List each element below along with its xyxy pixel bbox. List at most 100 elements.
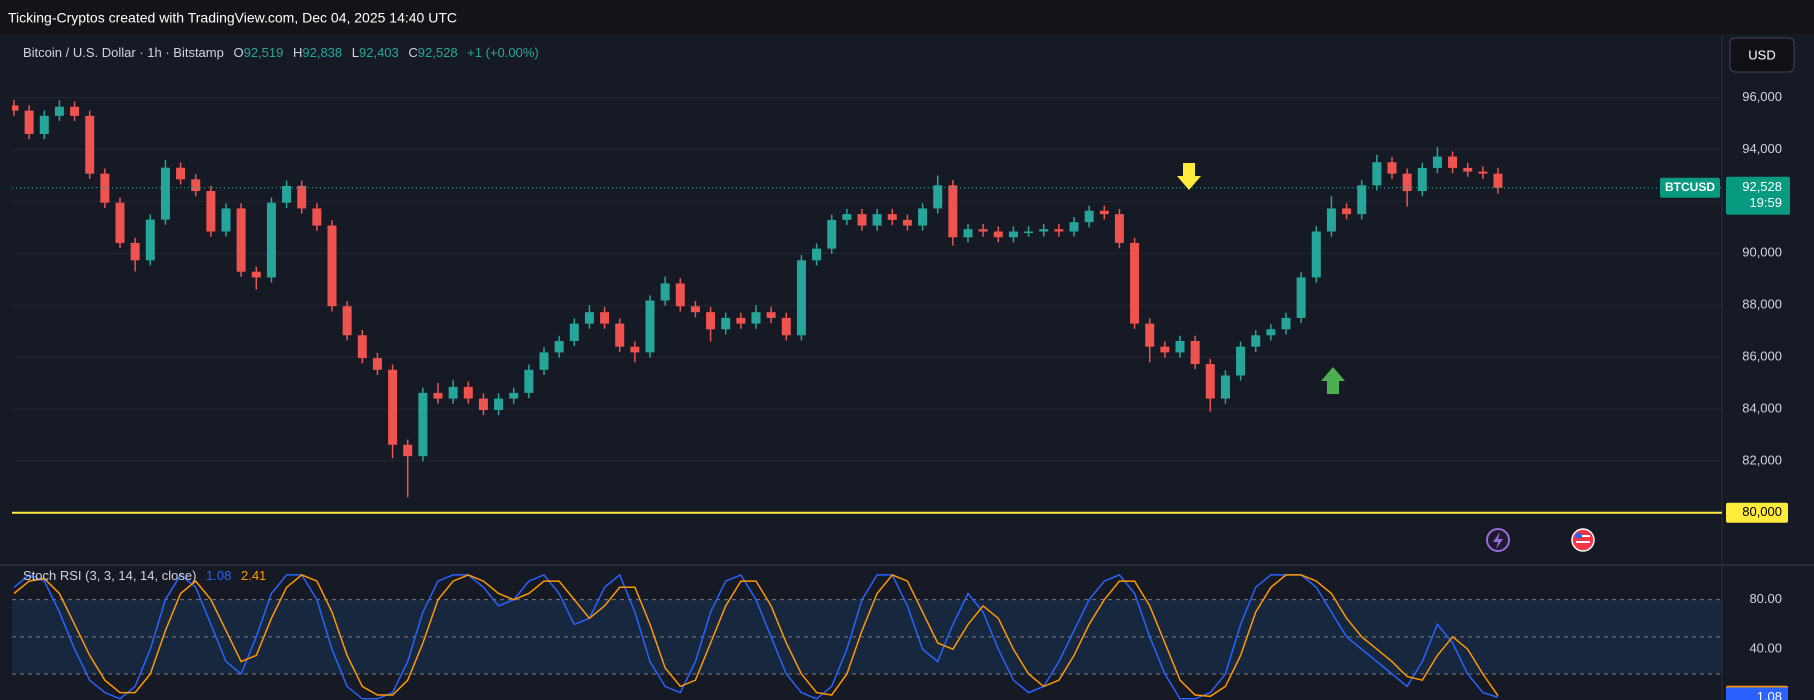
candle-body: [1357, 185, 1367, 215]
candle-body: [1236, 346, 1246, 376]
sell-arrow: [1177, 163, 1201, 190]
currency-button-frame: [1729, 37, 1795, 73]
candle-body: [645, 300, 655, 353]
rsi-k-value: 1.08: [206, 568, 231, 583]
candle-body: [494, 398, 504, 410]
rsi-title: Stoch RSI (3, 3, 14, 14, close): [23, 568, 196, 583]
candle-body: [690, 306, 700, 313]
candle-body: [1402, 173, 1412, 192]
rsi-line: [13, 573, 1499, 698]
candle-body: [796, 260, 806, 336]
candle-body: [24, 110, 34, 134]
y-tick-label: 40.00: [1749, 641, 1782, 656]
candle-body: [115, 202, 125, 243]
candle-body: [524, 369, 534, 393]
legend-symbol: Bitcoin / U.S. Dollar · 1h · Bitstamp: [23, 45, 224, 60]
event-icon[interactable]: [1486, 528, 1510, 552]
countdown: 19:59: [1749, 195, 1782, 210]
rsi-legend: Stoch RSI (3, 3, 14, 14, close) 1.08 2.4…: [23, 568, 266, 583]
candle-body: [1175, 340, 1185, 353]
candle-body: [1145, 323, 1155, 347]
legend-key: H: [293, 45, 302, 60]
flag-stripe: [1576, 541, 1590, 543]
candle-body: [918, 208, 928, 226]
candle-body: [418, 392, 428, 457]
candle-body: [675, 283, 685, 307]
rsi-line: [13, 573, 1499, 700]
candle-body: [251, 271, 261, 278]
legend-key: L: [352, 45, 359, 60]
candle-body: [85, 115, 95, 174]
candle-body: [615, 323, 625, 347]
y-tick-label: 86,000: [1742, 349, 1782, 364]
candle-body: [145, 219, 155, 261]
candle-body: [857, 214, 867, 226]
candle-body: [372, 358, 382, 370]
candle-body: [600, 312, 610, 324]
candle-body: [630, 346, 640, 353]
legend-change: +1 (+0.00%): [467, 45, 539, 60]
candle-body: [1039, 229, 1049, 232]
candle-body: [948, 185, 958, 238]
candle-body: [1114, 214, 1124, 243]
currency-label[interactable]: USD: [1748, 47, 1775, 62]
symbol-tag-box: [1660, 177, 1720, 198]
event-icon-bolt: [1493, 532, 1503, 549]
candle-body: [1417, 167, 1427, 192]
currency-button[interactable]: USD: [1729, 37, 1795, 73]
candle-body: [130, 242, 140, 261]
rsi-d-value: 2.41: [241, 568, 266, 583]
candle-body: [357, 335, 367, 359]
candle-body: [191, 179, 201, 192]
candle-body: [827, 219, 837, 249]
candle-body: [1463, 167, 1473, 172]
candle-body: [963, 229, 973, 238]
candle-body: [887, 214, 897, 220]
candle-body: [554, 340, 564, 353]
level-label-box: [1726, 502, 1788, 523]
candle-body: [1432, 156, 1442, 168]
candle-body: [448, 386, 458, 399]
legend-value: 92,838: [302, 45, 342, 60]
legend: Bitcoin / U.S. Dollar · 1h · Bitstamp O9…: [23, 45, 539, 60]
legend-value: 92,403: [359, 45, 399, 60]
candle-body: [736, 317, 746, 324]
candle-body: [569, 323, 579, 341]
y-tick-label: 84,000: [1742, 400, 1782, 415]
candle-body: [388, 369, 398, 445]
candle-body: [781, 317, 791, 336]
candle-body: [1478, 171, 1488, 174]
candle-body: [54, 106, 64, 116]
candle-body: [902, 219, 912, 226]
legend-value: 92,519: [244, 45, 284, 60]
y-tick-label: 94,000: [1742, 141, 1782, 156]
candle-body: [1084, 210, 1094, 223]
y-tick-label: 90,000: [1742, 245, 1782, 260]
candle-body: [1099, 210, 1109, 215]
candle-body: [1342, 208, 1352, 215]
candle-body: [1160, 346, 1170, 353]
y-tick-label: 88,000: [1742, 297, 1782, 312]
candle-body: [1069, 222, 1079, 232]
legend-key: O: [233, 45, 243, 60]
candle-body: [766, 312, 776, 318]
last-price-box: [1726, 176, 1790, 215]
candle-body: [312, 208, 322, 226]
candle-body: [1296, 277, 1306, 318]
y-tick-label: 82,000: [1742, 452, 1782, 467]
candle-body: [1130, 242, 1140, 324]
candle-body: [160, 167, 170, 220]
flag-canton: [1576, 533, 1582, 538]
candle-body: [812, 248, 822, 261]
candle-body: [872, 214, 882, 226]
candle-body: [297, 185, 307, 209]
buy-arrow: [1321, 367, 1345, 394]
y-tick-label: 96,000: [1742, 89, 1782, 104]
candle-body: [1326, 208, 1336, 232]
economic-event-icon[interactable]: [1571, 528, 1595, 552]
y-tick-label: 80.00: [1749, 591, 1782, 606]
candle-body: [403, 444, 413, 457]
